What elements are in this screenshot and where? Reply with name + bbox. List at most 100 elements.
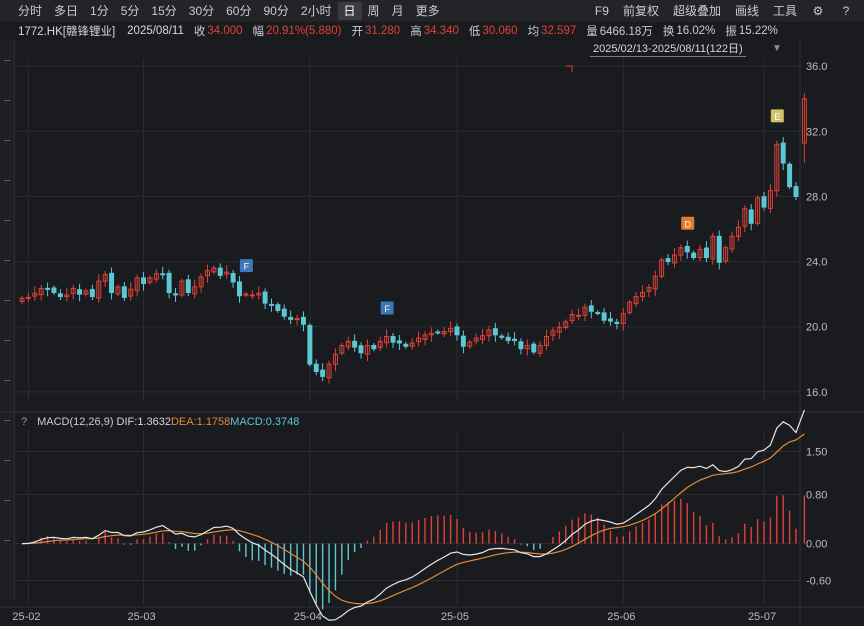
candle-body xyxy=(710,235,716,260)
candle-body xyxy=(256,292,262,296)
candle-body xyxy=(691,252,697,259)
candle-body xyxy=(505,336,511,342)
toolbar-button[interactable]: F9 xyxy=(594,4,609,18)
candle-body xyxy=(659,259,665,277)
candle-body xyxy=(761,196,767,208)
macd-tick-label: 0.80 xyxy=(806,489,827,501)
corner-marker xyxy=(566,65,573,72)
period-tab[interactable]: 1分 xyxy=(90,4,109,18)
candle-body xyxy=(313,363,319,372)
toolbar-button[interactable]: 工具 xyxy=(772,4,797,18)
period-tab[interactable]: 分时 xyxy=(18,4,43,18)
event-marker xyxy=(380,301,394,315)
candle-body xyxy=(460,335,466,347)
toolbar-button[interactable]: 画线 xyxy=(734,4,759,18)
dea-value: DEA:1.1758 xyxy=(170,416,231,428)
help-icon[interactable]: ? xyxy=(20,416,28,428)
candle-body xyxy=(147,277,153,283)
caret-down-icon[interactable]: ▼ xyxy=(772,43,782,54)
x-tick-label: 25-06 xyxy=(607,611,635,623)
candle-body xyxy=(435,331,441,334)
candle-body xyxy=(128,288,134,297)
candle-body xyxy=(179,280,185,296)
x-tick-label: 25-02 xyxy=(12,611,40,623)
toolbar-button[interactable]: 前复权 xyxy=(622,4,659,18)
symbol[interactable]: 1772.HK[赣锋锂业] xyxy=(18,26,116,38)
candle-body xyxy=(364,344,370,355)
period-tab[interactable]: 90分 xyxy=(263,4,289,18)
candle-body xyxy=(608,318,613,322)
macd-value: MACD:0.3748 xyxy=(230,416,300,428)
quote-date: 2025/08/11 xyxy=(127,25,184,37)
candle-body xyxy=(486,329,492,337)
candle-body xyxy=(57,293,63,298)
candle-body xyxy=(217,267,223,276)
candle-body xyxy=(665,258,671,263)
candle-body xyxy=(339,344,345,354)
candle-body xyxy=(237,281,242,297)
period-tab[interactable]: 更多 xyxy=(415,4,440,18)
amplitude-label: 振 xyxy=(725,26,737,38)
toolbar-right: F9 前复权 超级叠加 画线 工具 ⚙? xyxy=(588,2,860,20)
candle-body xyxy=(652,275,658,290)
date-range-selector[interactable]: 2025/02/13-2025/08/11(122日) xyxy=(590,42,746,57)
event-marker-label: F xyxy=(384,304,390,314)
candle-body xyxy=(531,343,537,353)
change-label: 幅 xyxy=(252,26,265,38)
period-tab[interactable]: 60分 xyxy=(226,4,252,18)
candle-body xyxy=(633,296,639,305)
close-label: 收 xyxy=(193,26,206,38)
candle-body xyxy=(416,337,422,343)
help-icon[interactable]: ? xyxy=(842,4,850,18)
price-tick-label: 28.0 xyxy=(806,191,827,203)
toolbar-button[interactable]: 超级叠加 xyxy=(672,4,721,18)
candle-body xyxy=(556,327,562,333)
event-marker xyxy=(681,216,695,230)
candle-body xyxy=(684,245,690,253)
gear-icon[interactable]: ⚙ xyxy=(812,4,824,18)
candle-body xyxy=(51,287,57,294)
low-label: 低 xyxy=(468,26,481,38)
candle-body xyxy=(499,335,505,338)
event-marker-label: F xyxy=(244,262,250,272)
candle-body xyxy=(524,344,530,350)
candle-body xyxy=(409,342,415,347)
candle-body xyxy=(512,338,518,342)
candle-body xyxy=(224,271,230,275)
candle-body xyxy=(793,186,799,197)
period-tab[interactable]: 15分 xyxy=(151,4,177,18)
x-tick-label: 25-03 xyxy=(127,611,155,623)
candle-body xyxy=(102,274,108,282)
candle-body xyxy=(403,343,409,347)
period-tab[interactable]: 多日 xyxy=(54,4,79,18)
macd-tick-label: 1.50 xyxy=(806,446,827,458)
candle-body xyxy=(243,293,249,296)
candle-body xyxy=(262,291,268,304)
candle-body xyxy=(115,286,121,295)
candle-body xyxy=(185,279,191,294)
turnover-label: 换 xyxy=(662,26,675,38)
candle-body xyxy=(77,289,83,295)
left-sidebar[interactable] xyxy=(0,40,15,600)
candle-body xyxy=(377,340,383,348)
event-marker xyxy=(239,259,253,273)
candle-body xyxy=(332,353,338,365)
volume-value: 6466.18万 xyxy=(599,26,653,38)
event-marker-label: E xyxy=(774,112,780,122)
candle-body xyxy=(153,273,159,280)
dif-line xyxy=(21,409,805,621)
period-tab[interactable]: 月 xyxy=(391,4,404,18)
period-tab[interactable]: 周 xyxy=(367,4,380,18)
candle-body xyxy=(38,287,44,296)
period-tab[interactable]: 30分 xyxy=(188,4,215,18)
period-tab[interactable]: 2小时 xyxy=(300,4,332,18)
period-tab[interactable]: 日 xyxy=(337,2,362,20)
candle-body xyxy=(595,312,601,315)
quote-bar: 1772.HK[赣锋锂业] 2025/08/11 收 34.000 幅 20.9… xyxy=(0,22,864,40)
candle-body xyxy=(801,98,807,144)
candle-body xyxy=(729,235,735,250)
candle-body xyxy=(588,305,594,312)
period-tab[interactable]: 5分 xyxy=(120,4,140,18)
amplitude-value: 15.22% xyxy=(738,25,778,37)
